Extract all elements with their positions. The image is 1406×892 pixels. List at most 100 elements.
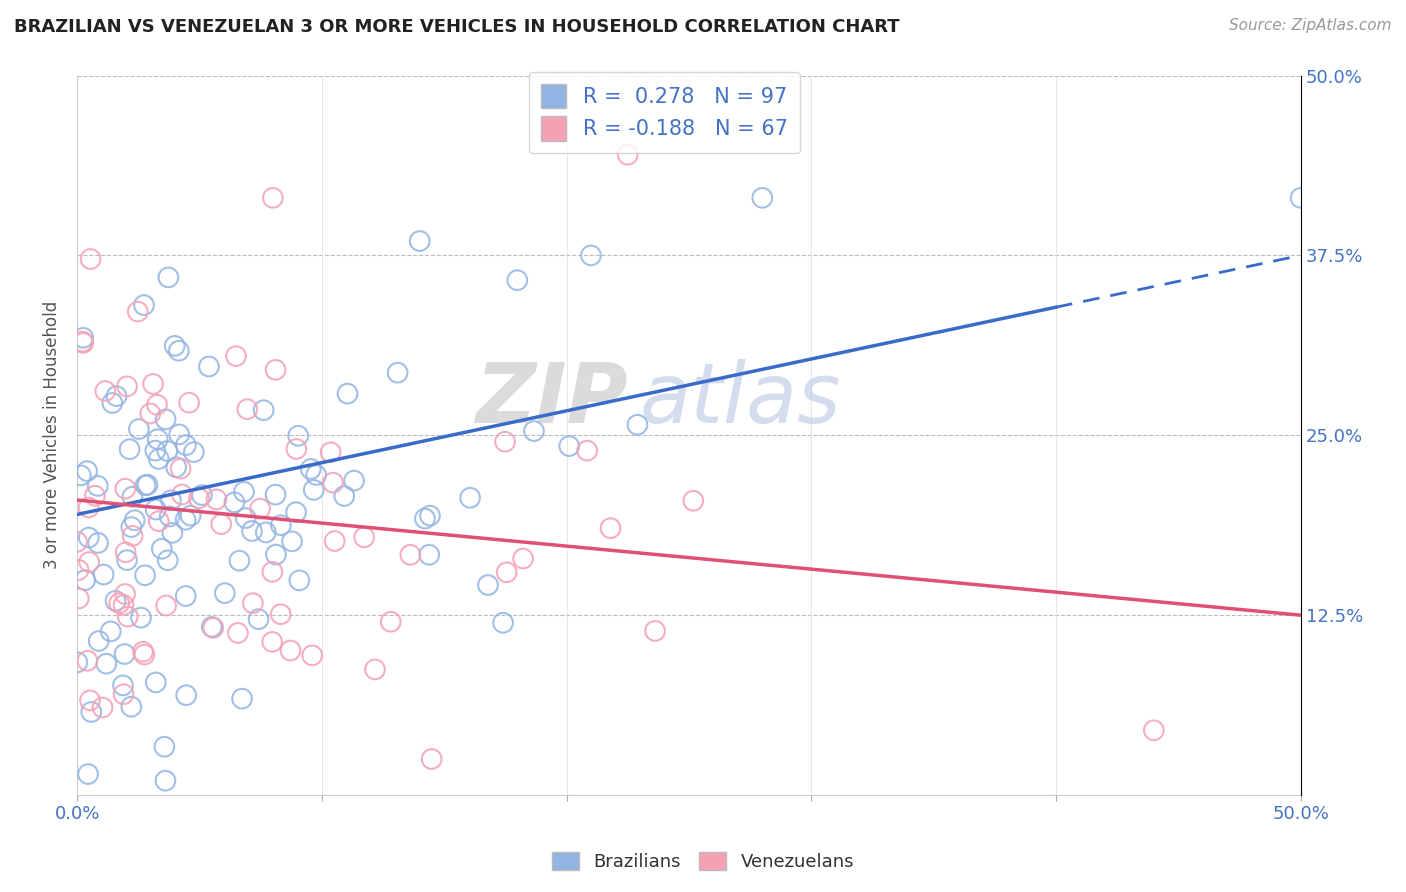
Point xyxy=(76,464,98,478)
Point xyxy=(114,587,136,601)
Point xyxy=(156,553,179,567)
Point xyxy=(121,529,143,543)
Point xyxy=(115,379,138,393)
Point xyxy=(408,234,430,248)
Point xyxy=(155,412,177,426)
Point xyxy=(353,530,375,544)
Point xyxy=(155,599,177,613)
Point xyxy=(506,273,529,287)
Point xyxy=(100,624,122,639)
Point xyxy=(118,442,141,457)
Point xyxy=(124,513,146,527)
Text: atlas: atlas xyxy=(640,359,842,440)
Point xyxy=(155,773,177,788)
Point xyxy=(136,477,159,491)
Point xyxy=(205,492,228,507)
Point xyxy=(249,501,271,516)
Text: Source: ZipAtlas.com: Source: ZipAtlas.com xyxy=(1229,18,1392,33)
Point xyxy=(682,493,704,508)
Point xyxy=(153,739,176,754)
Point xyxy=(599,521,621,535)
Point xyxy=(242,596,264,610)
Point xyxy=(240,524,263,538)
Point xyxy=(558,439,581,453)
Point xyxy=(77,555,100,569)
Point xyxy=(523,424,546,438)
Point xyxy=(108,596,131,610)
Point xyxy=(495,566,517,580)
Text: ZIP: ZIP xyxy=(475,359,627,440)
Point xyxy=(128,422,150,436)
Point xyxy=(323,534,346,549)
Point xyxy=(145,502,167,516)
Point xyxy=(120,520,142,534)
Legend: R =  0.278   N = 97, R = -0.188   N = 67: R = 0.278 N = 97, R = -0.188 N = 67 xyxy=(529,71,800,153)
Point xyxy=(114,647,136,661)
Point xyxy=(254,525,277,540)
Point xyxy=(198,359,221,374)
Point xyxy=(333,489,356,503)
Point xyxy=(751,191,773,205)
Point xyxy=(225,349,247,363)
Point xyxy=(67,563,90,577)
Point xyxy=(134,478,156,492)
Point xyxy=(167,427,190,442)
Point xyxy=(301,648,323,663)
Point xyxy=(112,598,135,612)
Point xyxy=(174,438,197,452)
Point xyxy=(87,479,110,493)
Point xyxy=(67,591,90,606)
Point xyxy=(287,429,309,443)
Point xyxy=(114,482,136,496)
Point xyxy=(233,484,256,499)
Point xyxy=(270,607,292,622)
Point xyxy=(134,568,156,582)
Point xyxy=(253,403,276,417)
Point xyxy=(302,483,325,497)
Point xyxy=(247,612,270,626)
Point xyxy=(477,578,499,592)
Point xyxy=(492,615,515,630)
Point xyxy=(77,500,100,515)
Point xyxy=(105,389,128,403)
Point xyxy=(235,511,257,525)
Point xyxy=(111,678,134,692)
Point xyxy=(228,554,250,568)
Point xyxy=(87,634,110,648)
Point xyxy=(77,767,100,781)
Point xyxy=(576,443,599,458)
Point xyxy=(134,648,156,662)
Point xyxy=(112,687,135,701)
Point xyxy=(79,693,101,707)
Point xyxy=(169,461,191,475)
Point xyxy=(117,609,139,624)
Point xyxy=(626,417,648,432)
Point xyxy=(299,462,322,476)
Point xyxy=(87,536,110,550)
Point xyxy=(191,488,214,502)
Point xyxy=(129,610,152,624)
Point xyxy=(494,434,516,449)
Point xyxy=(305,467,328,482)
Point xyxy=(270,518,292,533)
Point xyxy=(177,395,200,409)
Point xyxy=(262,635,284,649)
Point xyxy=(1143,723,1166,738)
Point xyxy=(72,331,94,345)
Point xyxy=(156,444,179,458)
Point xyxy=(80,705,103,719)
Point xyxy=(174,589,197,603)
Point xyxy=(76,654,98,668)
Point xyxy=(69,468,91,483)
Point xyxy=(83,489,105,503)
Point xyxy=(322,475,344,490)
Point xyxy=(343,474,366,488)
Point xyxy=(418,548,440,562)
Point xyxy=(94,384,117,398)
Point xyxy=(121,490,143,504)
Point xyxy=(162,525,184,540)
Point xyxy=(288,574,311,588)
Point xyxy=(236,402,259,417)
Point xyxy=(183,445,205,459)
Point xyxy=(188,491,211,506)
